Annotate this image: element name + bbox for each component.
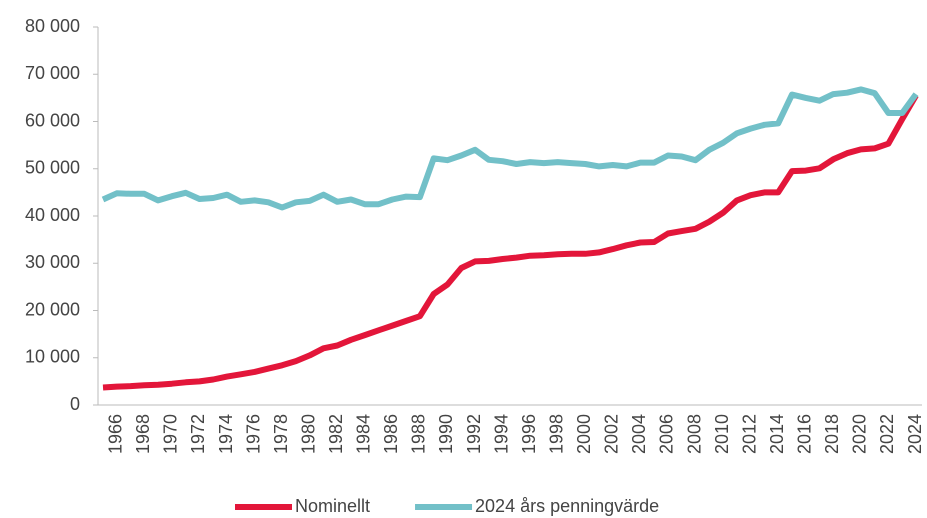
x-tick-label: 2008 <box>684 414 704 454</box>
x-tick-label: 1982 <box>326 414 346 454</box>
y-tick-label: 20 000 <box>25 299 80 319</box>
y-tick-label: 40 000 <box>25 205 80 225</box>
legend-label: 2024 års penningvärde <box>475 496 659 516</box>
y-tick-label: 0 <box>70 394 80 414</box>
x-tick-label: 2010 <box>712 414 732 454</box>
series-line <box>101 86 919 211</box>
y-tick-label: 30 000 <box>25 252 80 272</box>
x-tick-label: 2018 <box>822 414 842 454</box>
x-tick-label: 2020 <box>850 414 870 454</box>
x-tick-label: 1980 <box>298 414 318 454</box>
x-tick-label: 2014 <box>767 414 787 454</box>
x-tick-label: 1996 <box>519 414 539 454</box>
x-tick-label: 1990 <box>436 414 456 454</box>
y-tick-label: 80 000 <box>25 16 80 36</box>
x-tick-label: 1992 <box>464 414 484 454</box>
x-tick-label: 1994 <box>491 414 511 454</box>
y-tick-label: 70 000 <box>25 63 80 83</box>
x-tick-label: 1998 <box>546 414 566 454</box>
x-tick-label: 1966 <box>106 414 126 454</box>
x-tick-label: 1976 <box>243 414 263 454</box>
x-tick-label: 1988 <box>409 414 429 454</box>
x-tick-label: 2004 <box>629 414 649 454</box>
y-tick-label: 60 000 <box>25 110 80 130</box>
x-tick-label: 2000 <box>574 414 594 454</box>
x-tick-label: 2016 <box>795 414 815 454</box>
x-tick-label: 1986 <box>381 414 401 454</box>
y-tick-label: 50 000 <box>25 158 80 178</box>
x-tick-label: 1984 <box>354 414 374 454</box>
x-tick-label: 1970 <box>161 414 181 454</box>
x-tick-label: 1968 <box>133 414 153 454</box>
x-tick-label: 2006 <box>657 414 677 454</box>
x-tick-label: 1972 <box>188 414 208 454</box>
legend-label: Nominellt <box>295 496 370 516</box>
x-tick-label: 1978 <box>271 414 291 454</box>
x-tick-label: 2012 <box>739 414 759 454</box>
x-tick-label: 2022 <box>877 414 897 454</box>
x-tick-label: 2002 <box>602 414 622 454</box>
x-tick-label: 1974 <box>216 414 236 454</box>
series-line <box>102 93 919 391</box>
x-tick-label: 2024 <box>905 414 925 454</box>
y-tick-label: 10 000 <box>25 347 80 367</box>
